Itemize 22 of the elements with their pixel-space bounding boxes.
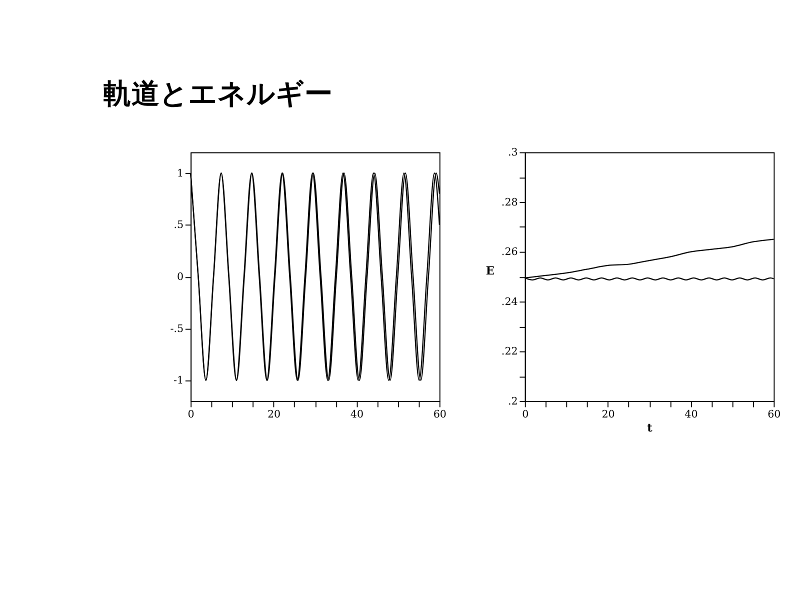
y-tick-label: .22 — [501, 346, 518, 358]
y-tick-label: .24 — [501, 296, 518, 308]
y-tick-label: .5 — [174, 219, 184, 232]
x-tick-label: 0 — [188, 408, 194, 421]
x-axis-title: t — [647, 420, 654, 435]
x-tick-label: 40 — [350, 408, 364, 421]
x-tick-label: 20 — [267, 408, 281, 421]
x-tick-label: 0 — [522, 408, 529, 421]
y-tick-label: -.5 — [170, 322, 184, 335]
x-tick-label: 60 — [768, 408, 781, 421]
x-tick-label: 60 — [433, 408, 446, 421]
y-tick-label: 0 — [177, 270, 184, 283]
chart-title: 軌道とエネルギー — [104, 76, 333, 110]
y-tick-label: .2 — [508, 395, 518, 408]
y-tick-label: -1 — [174, 374, 184, 387]
y-tick-label: .3 — [508, 146, 518, 159]
x-tick-label: 20 — [602, 408, 615, 421]
y-axis-title: E — [486, 263, 494, 278]
y-tick-label: .26 — [501, 246, 518, 258]
x-tick-label: 40 — [684, 408, 698, 421]
y-tick-label: 1 — [177, 167, 184, 180]
y-tick-label: .28 — [501, 196, 518, 208]
